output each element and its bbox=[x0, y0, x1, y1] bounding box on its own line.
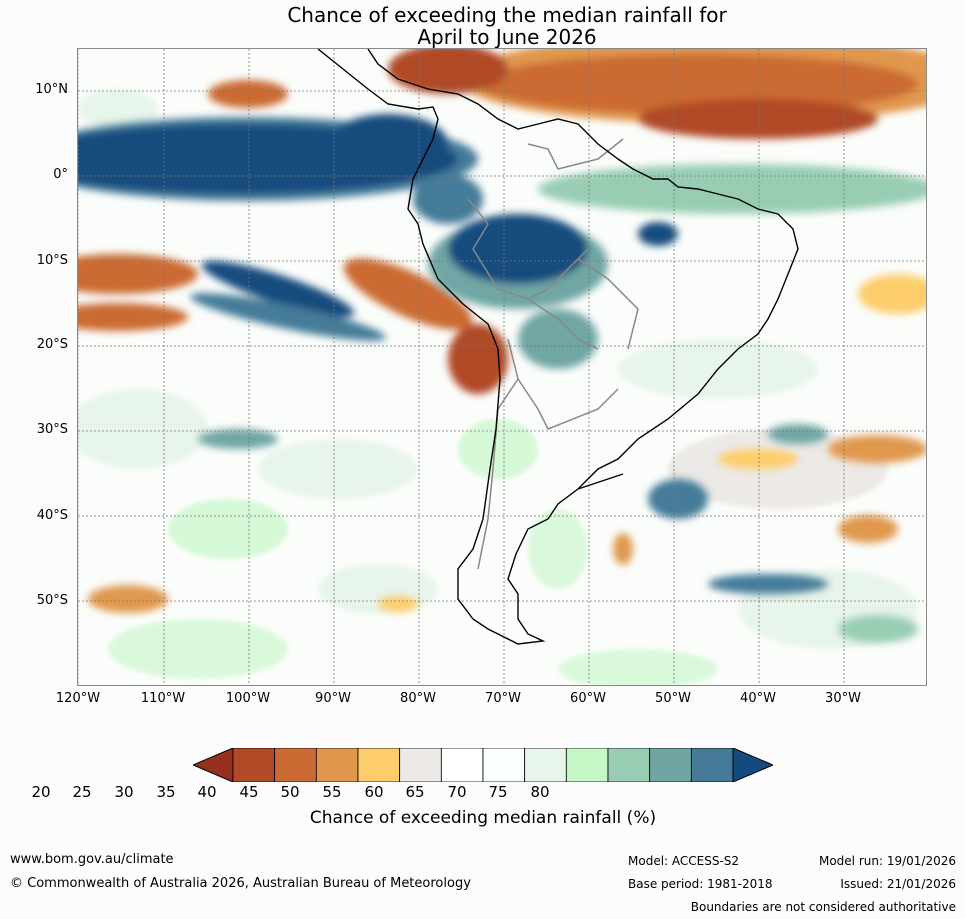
chart-title: Chance of exceeding the median rainfall … bbox=[0, 4, 965, 48]
legend-colorbar bbox=[193, 748, 773, 782]
lat-label-50s: 50°S bbox=[36, 593, 68, 608]
colorbar-segment bbox=[649, 748, 692, 782]
lon-label-110w: 110°W bbox=[140, 691, 186, 706]
lat-label-10n: 10°N bbox=[35, 82, 68, 97]
title-line-1: Chance of exceeding the median rainfall … bbox=[287, 3, 727, 27]
colorbar-segment bbox=[565, 748, 609, 782]
footer-issued: Issued: 21/01/2026 bbox=[840, 877, 956, 891]
footer-model-run: Model run: 19/01/2026 bbox=[818, 854, 956, 868]
legend-tick-35: 35 bbox=[156, 783, 176, 801]
colorbar-segment bbox=[607, 748, 651, 782]
lon-label-90w: 90°W bbox=[315, 691, 351, 706]
legend-tick-40: 40 bbox=[197, 783, 217, 801]
legend-tick-20: 20 bbox=[31, 783, 51, 801]
graticule bbox=[78, 49, 926, 685]
colorbar-segment bbox=[232, 748, 276, 782]
legend-tick-65: 65 bbox=[405, 783, 425, 801]
lon-label-50w: 50°W bbox=[655, 691, 691, 706]
rainfall-map bbox=[77, 48, 927, 686]
legend-title: Chance of exceeding median rainfall (%) bbox=[309, 808, 657, 828]
footer-copyright: © Commonwealth of Australia 2026, Austra… bbox=[10, 876, 471, 891]
lon-label-40w: 40°W bbox=[740, 691, 776, 706]
colorbar-extend-low bbox=[193, 748, 234, 782]
colorbar-segments bbox=[193, 748, 773, 782]
lat-label-0: 0° bbox=[53, 167, 68, 182]
country-borders bbox=[467, 138, 639, 570]
colorbar-segment bbox=[274, 748, 317, 782]
legend-tick-60: 60 bbox=[364, 783, 384, 801]
map-svg bbox=[78, 49, 926, 685]
lon-label-60w: 60°W bbox=[570, 691, 606, 706]
coastline bbox=[317, 49, 799, 645]
footer-model: Model: ACCESS-S2 bbox=[628, 854, 740, 868]
dry-anomaly-regions bbox=[78, 49, 926, 613]
colorbar-segment bbox=[357, 748, 401, 782]
legend-tick-50: 50 bbox=[280, 783, 300, 801]
colorbar-segment bbox=[315, 748, 359, 782]
lon-label-120w: 120°W bbox=[55, 691, 101, 706]
legend-tick-80: 80 bbox=[530, 783, 550, 801]
legend-tick-30: 30 bbox=[114, 783, 134, 801]
footer-base-period: Base period: 1981-2018 bbox=[628, 877, 773, 891]
colorbar-segment bbox=[524, 748, 567, 782]
lon-label-80w: 80°W bbox=[400, 691, 436, 706]
footer-url[interactable]: www.bom.gov.au/climate bbox=[10, 852, 174, 867]
colorbar-extend-high bbox=[732, 748, 773, 782]
colorbar-segment bbox=[399, 748, 442, 782]
legend-tick-70: 70 bbox=[447, 783, 467, 801]
legend-tick-75: 75 bbox=[488, 783, 508, 801]
lon-label-30w: 30°W bbox=[825, 691, 861, 706]
lat-label-30s: 30°S bbox=[36, 422, 68, 437]
lon-label-100w: 100°W bbox=[225, 691, 271, 706]
legend-tick-55: 55 bbox=[322, 783, 342, 801]
lat-label-40s: 40°S bbox=[36, 508, 68, 523]
lat-label-20s: 20°S bbox=[36, 337, 68, 352]
footer-disclaimer: Boundaries are not considered authoritat… bbox=[690, 900, 956, 914]
title-line-2: April to June 2026 bbox=[417, 25, 597, 49]
legend-tick-25: 25 bbox=[72, 783, 92, 801]
lat-label-10s: 10°S bbox=[36, 253, 68, 268]
legend-tick-45: 45 bbox=[239, 783, 259, 801]
colorbar-segment bbox=[440, 748, 484, 782]
colorbar-segment bbox=[690, 748, 734, 782]
colorbar-segment bbox=[482, 748, 526, 782]
lon-label-70w: 70°W bbox=[485, 691, 521, 706]
